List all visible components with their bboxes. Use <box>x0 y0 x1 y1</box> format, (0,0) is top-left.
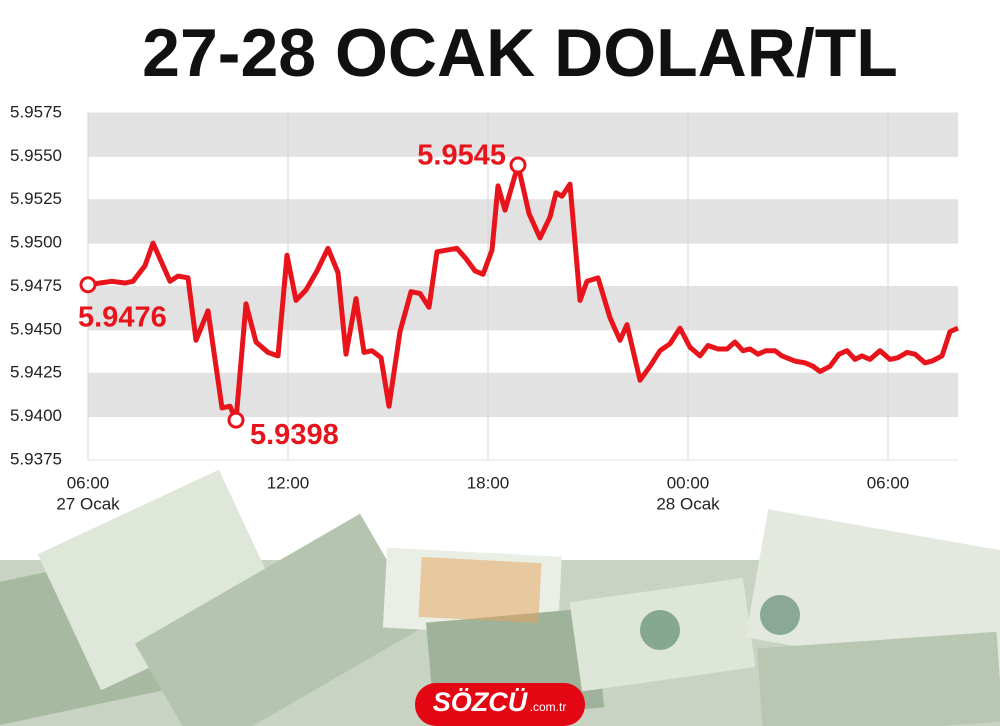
grid-band <box>88 416 958 460</box>
grid-band <box>88 243 958 287</box>
chart-title: 27-28 OCAK DOLAR/TL <box>142 15 898 91</box>
x-tick-label: 18:00 <box>467 473 510 492</box>
grid-band <box>88 286 958 330</box>
annotation-label: 5.9545 <box>417 140 506 172</box>
grid-band <box>88 113 958 157</box>
annotation-marker <box>227 411 245 429</box>
x-tick-label: 06:00 <box>867 473 910 492</box>
y-tick-label: 5.9475 <box>10 276 62 295</box>
logo-text: SÖZCÜ <box>433 687 529 717</box>
annotation-label: 5.9398 <box>250 419 339 451</box>
annotation-label: 5.9476 <box>78 301 167 333</box>
y-tick-label: 5.9425 <box>10 363 62 382</box>
y-tick-label: 5.9575 <box>10 102 62 121</box>
x-date-label: 28 Ocak <box>656 494 720 513</box>
y-tick-label: 5.9400 <box>10 406 62 425</box>
annotation-marker <box>509 156 527 174</box>
logo: SÖZCÜ .com.tr <box>415 683 585 726</box>
y-tick-label: 5.9375 <box>10 449 62 468</box>
y-tick-label: 5.9500 <box>10 233 62 252</box>
x-tick-label: 00:00 <box>667 473 710 492</box>
annotation-marker <box>79 276 97 294</box>
y-tick-label: 5.9450 <box>10 319 62 338</box>
grid-band <box>88 199 958 244</box>
x-tick-label: 12:00 <box>267 473 310 492</box>
logo-domain: .com.tr <box>530 700 567 714</box>
y-tick-label: 5.9525 <box>10 189 62 208</box>
plot-area: 5.9375 5.9400 5.9425 5.9450 5.9475 5.9500 5.95… <box>10 102 959 513</box>
x-date-label: 27 Ocak <box>56 494 120 513</box>
line-series <box>87 162 959 423</box>
x-tick-label: 06:00 <box>67 473 110 492</box>
y-tick-label: 5.9550 <box>10 146 62 165</box>
money-background <box>0 469 1000 726</box>
